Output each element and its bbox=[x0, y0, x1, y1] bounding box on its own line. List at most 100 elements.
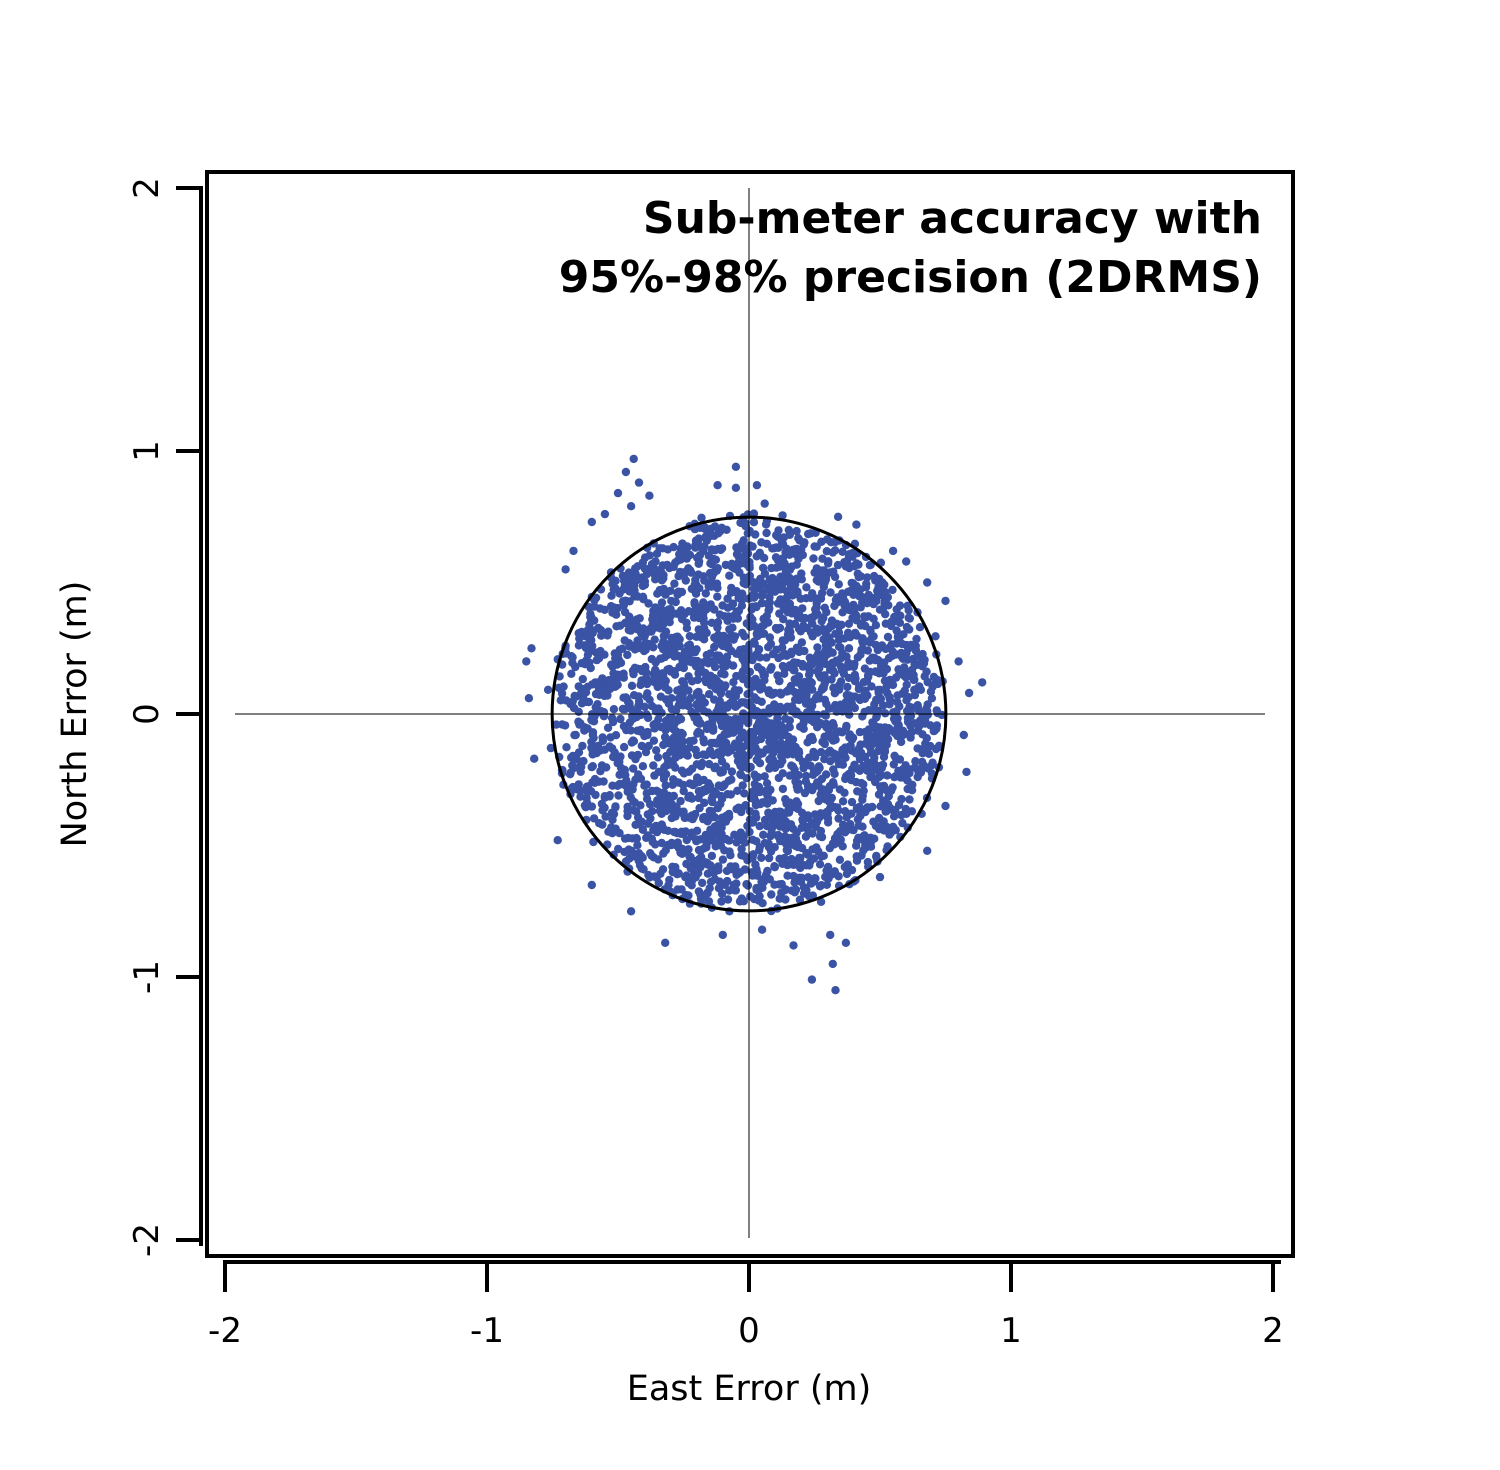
scatter-point bbox=[816, 897, 826, 906]
scatter-point bbox=[817, 832, 827, 842]
scatter-point bbox=[887, 640, 896, 649]
scatter-point bbox=[665, 875, 674, 885]
scatter-point bbox=[776, 585, 785, 594]
scatter-point bbox=[657, 598, 667, 607]
scatter-point bbox=[863, 671, 873, 680]
scatter-point bbox=[642, 780, 651, 789]
scatter-point bbox=[637, 676, 646, 685]
scatter-point bbox=[894, 665, 903, 674]
scatter-point bbox=[813, 628, 822, 637]
scatter-point bbox=[703, 720, 712, 729]
scatter-point bbox=[605, 742, 614, 751]
scatter-point bbox=[588, 762, 597, 771]
scatter-point bbox=[574, 682, 583, 691]
scatter-point bbox=[744, 764, 753, 773]
scatter-point bbox=[675, 550, 684, 559]
scatter-point bbox=[898, 639, 907, 649]
scatter-point bbox=[828, 548, 837, 557]
scatter-point bbox=[834, 683, 843, 692]
scatter-point bbox=[884, 653, 894, 663]
scatter-point bbox=[875, 813, 884, 823]
scatter-point bbox=[918, 749, 927, 758]
scatter-point bbox=[651, 665, 660, 674]
scatter-point bbox=[707, 572, 717, 582]
scatter-point bbox=[826, 588, 835, 597]
scatter-point bbox=[759, 708, 768, 717]
scatter-point bbox=[575, 634, 584, 643]
scatter-point bbox=[855, 727, 865, 737]
scatter-point bbox=[754, 645, 764, 654]
scatter-point bbox=[881, 709, 890, 718]
scatter-point bbox=[723, 643, 732, 652]
scatter-point bbox=[860, 664, 870, 673]
scatter-point bbox=[713, 618, 723, 627]
scatter-point bbox=[634, 697, 644, 706]
scatter-point bbox=[673, 632, 682, 641]
scatter-point bbox=[759, 553, 769, 563]
scatter-point bbox=[670, 652, 679, 661]
scatter-point bbox=[915, 765, 925, 774]
scatter-point bbox=[699, 598, 708, 607]
scatter-point bbox=[778, 661, 788, 671]
scatter-point bbox=[571, 730, 580, 740]
scatter-point bbox=[726, 790, 735, 799]
scatter-point bbox=[685, 640, 694, 649]
scatter-point bbox=[694, 613, 704, 623]
scatter-point bbox=[752, 602, 761, 612]
scatter-point bbox=[741, 521, 750, 531]
scatter-point bbox=[834, 835, 843, 845]
scatter-point bbox=[714, 748, 723, 757]
scatter-point bbox=[740, 852, 749, 861]
scatter-point bbox=[767, 663, 776, 672]
scatter-point bbox=[785, 573, 794, 583]
scatter-point bbox=[713, 481, 722, 490]
scatter-point bbox=[690, 600, 699, 609]
scatter-point bbox=[833, 512, 843, 521]
scatter-point bbox=[609, 669, 618, 678]
scatter-point bbox=[717, 794, 727, 803]
scatter-point bbox=[583, 724, 592, 733]
scatter-point bbox=[627, 681, 637, 690]
scatter-point bbox=[657, 605, 666, 614]
scatter-point bbox=[860, 707, 869, 717]
scatter-point bbox=[654, 855, 663, 864]
scatter-point bbox=[591, 689, 601, 699]
scatter-point bbox=[771, 553, 781, 562]
scatter-point bbox=[762, 611, 771, 621]
scatter-point bbox=[748, 818, 757, 827]
scatter-point bbox=[759, 830, 768, 839]
scatter-point bbox=[741, 661, 750, 670]
scatter-point bbox=[716, 526, 725, 536]
scatter-point bbox=[833, 702, 843, 711]
scatter-point bbox=[794, 690, 804, 699]
scatter-point bbox=[736, 746, 746, 756]
scatter-point bbox=[737, 844, 746, 854]
scatter-point bbox=[838, 797, 848, 806]
scatter-point bbox=[747, 868, 756, 877]
scatter-point bbox=[653, 682, 662, 692]
scatter-point bbox=[675, 662, 684, 672]
scatter-point bbox=[820, 755, 829, 764]
scatter-point bbox=[590, 602, 599, 611]
scatter-point bbox=[587, 517, 596, 527]
scatter-point bbox=[804, 826, 813, 836]
scatter-point bbox=[623, 802, 632, 811]
scatter-point bbox=[756, 582, 765, 591]
scatter-point bbox=[647, 834, 656, 843]
scatter-point bbox=[847, 578, 856, 588]
scatter-point bbox=[757, 925, 767, 934]
scatter-point bbox=[802, 861, 811, 870]
scatter-point bbox=[741, 801, 750, 810]
scatter-point bbox=[852, 520, 861, 529]
scatter-point bbox=[721, 812, 730, 821]
scatter-point bbox=[760, 815, 770, 825]
scatter-point bbox=[882, 682, 891, 691]
scatter-point bbox=[808, 735, 817, 745]
scatter-point bbox=[812, 652, 821, 661]
scatter-point bbox=[763, 866, 772, 876]
scatter-point bbox=[836, 827, 845, 836]
scatter-point bbox=[827, 616, 837, 625]
scatter-point bbox=[820, 603, 829, 612]
scatter-point bbox=[695, 584, 704, 593]
scatter-point bbox=[712, 685, 721, 694]
